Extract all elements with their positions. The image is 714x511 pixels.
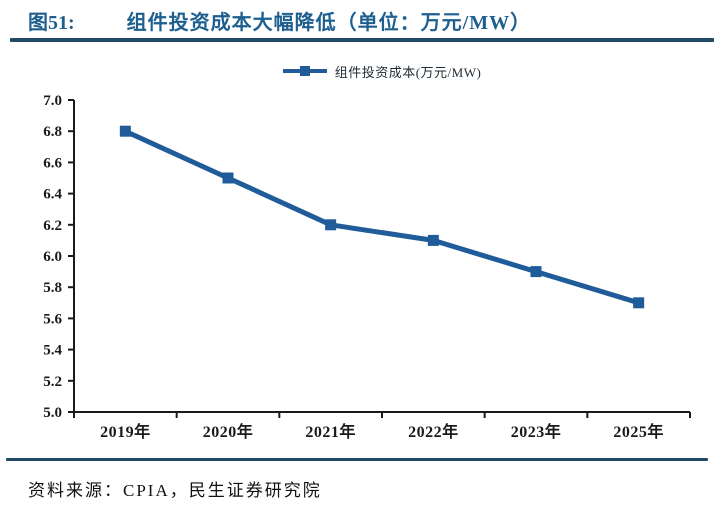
cost-trend-line [122, 128, 642, 306]
data-point-marker [633, 297, 645, 309]
y-tick-label: 5.2 [43, 374, 62, 390]
y-tick-label: 5.6 [43, 311, 62, 327]
y-tick-label: 7.0 [43, 93, 62, 109]
y-tick-label: 6.6 [43, 155, 62, 171]
x-tick-label: 2022年 [408, 422, 459, 441]
x-tick-label: 2023年 [511, 422, 562, 441]
y-tick-label: 6.2 [43, 218, 62, 234]
y-tick-label: 5.4 [43, 343, 62, 359]
legend-line-marker [282, 66, 327, 76]
y-tick-label: 6.8 [43, 124, 62, 140]
data-point-marker [222, 172, 234, 184]
chart-legend: 组件投资成本(万元/MW) [74, 61, 690, 81]
legend-label: 组件投资成本(万元/MW) [334, 64, 482, 80]
data-point-marker [325, 219, 337, 231]
data-point-marker [427, 234, 439, 246]
y-tick-label: 6.4 [43, 187, 62, 203]
x-tick-label: 2020年 [203, 422, 254, 441]
figure-header: 图51: 组件投资成本大幅降低（单位：万元/MW） [28, 6, 704, 35]
data-source-note: 资料来源：CPIA，民生证券研究院 [28, 481, 322, 500]
chart-svg: 5.0 5.2 5.4 5.6 5.8 6.0 6.2 6.4 6.6 6.8 7.0 2019年 20… [43, 93, 691, 441]
y-tick-label: 6.0 [43, 249, 62, 265]
data-point-marker [530, 266, 542, 278]
source-divider-rule [6, 458, 708, 461]
x-tick-label: 2021年 [305, 422, 356, 441]
y-tick-label: 5.8 [43, 280, 62, 296]
y-tick-label: 5.0 [43, 405, 62, 421]
title-divider-rule [10, 38, 714, 42]
figure-number: 图51: [28, 12, 75, 34]
data-point-marker [119, 125, 131, 137]
x-tick-label: 2025年 [613, 422, 664, 441]
legend-square-swatch [299, 66, 310, 76]
figure-title: 组件投资成本大幅降低（单位：万元/MW） [126, 12, 532, 34]
x-tick-label: 2019年 [100, 422, 151, 441]
